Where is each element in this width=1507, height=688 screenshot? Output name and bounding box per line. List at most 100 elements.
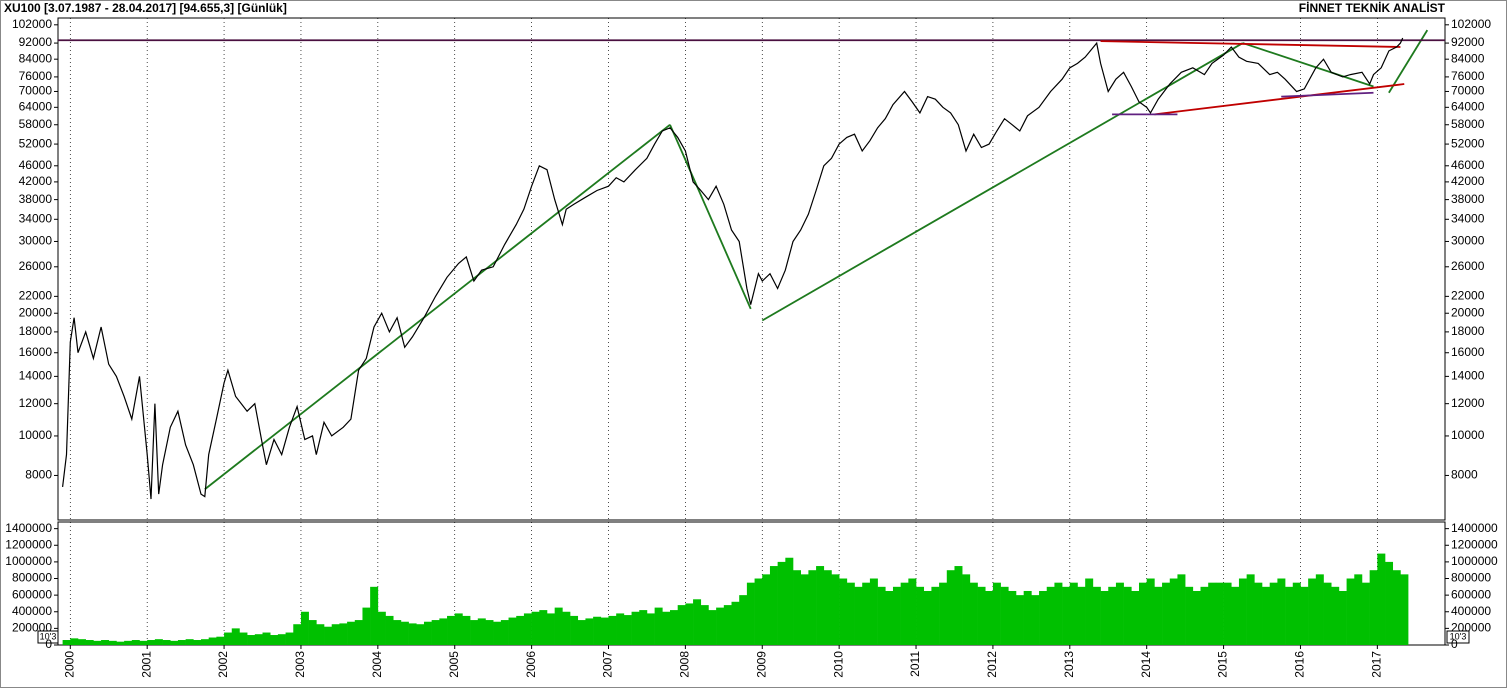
- volume-bar: [646, 613, 655, 645]
- volume-bar: [1315, 574, 1324, 645]
- volume-bar: [862, 582, 871, 645]
- trend-line: [1100, 40, 1401, 48]
- volume-bar: [1138, 582, 1147, 645]
- trend-line: [204, 124, 671, 490]
- volume-bar: [1215, 582, 1224, 645]
- volume-bar: [508, 617, 517, 645]
- volume-bar: [1254, 582, 1263, 645]
- volume-bar: [208, 637, 217, 645]
- volume-bar: [877, 586, 886, 645]
- volume-bar: [254, 634, 263, 645]
- volume-bar: [869, 578, 878, 645]
- y-tick-label: 42000: [19, 174, 53, 188]
- volume-bar: [562, 611, 571, 645]
- volume-bar: [670, 610, 678, 645]
- volume-bar: [447, 615, 456, 645]
- y-tick-label: 34000: [1451, 211, 1485, 225]
- volume-bar: [300, 611, 309, 645]
- volume-bar: [154, 639, 163, 645]
- x-tick-label: 2017: [1370, 651, 1384, 678]
- volume-bar: [623, 615, 632, 645]
- volume-bar: [892, 586, 901, 645]
- volume-tick-label: 1200000: [1451, 537, 1498, 551]
- volume-bar: [370, 586, 379, 645]
- volume-bar: [1223, 582, 1232, 645]
- volume-bar: [639, 610, 648, 645]
- x-tick-label: 2004: [370, 651, 384, 678]
- volume-tick-label: 0: [45, 637, 52, 651]
- volume-bar: [985, 590, 994, 645]
- volume-bar: [193, 640, 202, 645]
- volume-bar: [124, 640, 133, 645]
- volume-bar: [962, 574, 971, 645]
- volume-bar: [546, 613, 555, 645]
- volume-bar: [708, 610, 717, 645]
- volume-bar: [923, 590, 932, 645]
- y-tick-label: 14000: [1451, 369, 1485, 383]
- volume-tick-label: 200000: [1451, 621, 1491, 635]
- volume-tick-label: 800000: [12, 571, 52, 585]
- volume-bar: [1277, 578, 1286, 645]
- volume-bar: [1115, 582, 1124, 645]
- volume-bar: [385, 615, 394, 645]
- volume-bar: [754, 578, 763, 645]
- volume-bar: [347, 621, 356, 645]
- x-tick-label: 2008: [678, 651, 692, 678]
- volume-bar: [354, 620, 363, 645]
- volume-bar: [916, 586, 925, 645]
- y-tick-label: 20000: [1451, 305, 1485, 319]
- volume-bar: [600, 617, 609, 645]
- volume-bar: [1077, 586, 1086, 645]
- x-tick-label: 2010: [831, 651, 845, 678]
- volume-bar: [1185, 586, 1194, 645]
- volume-bar: [485, 620, 494, 645]
- x-tick-label: 2015: [1216, 651, 1230, 678]
- volume-bar: [1054, 582, 1063, 645]
- y-tick-label: 16000: [1451, 345, 1485, 359]
- unit-box: [1446, 630, 1470, 644]
- volume-bar: [362, 607, 371, 645]
- x-tick-label: 2005: [447, 651, 461, 678]
- volume-bar: [1123, 586, 1132, 645]
- volume-bar: [1015, 595, 1024, 645]
- y-tick-label: 46000: [1451, 158, 1485, 172]
- volume-bar: [531, 611, 540, 645]
- x-tick-label: 2007: [601, 651, 615, 678]
- volume-bar: [331, 624, 340, 645]
- volume-bar: [85, 640, 94, 645]
- volume-bar: [1361, 582, 1370, 645]
- volume-bar: [1177, 574, 1186, 645]
- volume-bar: [785, 557, 794, 645]
- volume-bar: [885, 590, 894, 645]
- volume-bar: [723, 605, 732, 645]
- volume-bar: [577, 620, 586, 645]
- volume-tick-label: 600000: [1451, 587, 1491, 601]
- volume-bar: [716, 607, 725, 645]
- y-tick-label: 42000: [1451, 174, 1485, 188]
- x-tick-label: 2013: [1062, 651, 1076, 678]
- volume-bar: [1231, 586, 1240, 645]
- volume-bar: [739, 595, 748, 645]
- volume-bar: [593, 616, 602, 645]
- volume-tick-label: 400000: [12, 604, 52, 618]
- volume-bar: [1108, 586, 1117, 645]
- y-tick-label: 38000: [19, 192, 53, 206]
- volume-bar: [1092, 586, 1101, 645]
- volume-bar: [777, 561, 786, 645]
- x-tick-label: 2011: [908, 651, 922, 677]
- volume-tick-label: 400000: [1451, 604, 1491, 618]
- volume-bar: [931, 586, 940, 645]
- volume-bar: [1169, 578, 1178, 645]
- volume-bar: [77, 639, 86, 645]
- volume-bar: [846, 582, 855, 645]
- volume-bar: [616, 613, 625, 645]
- y-tick-label: 14000: [19, 369, 53, 383]
- volume-unit-label: 10'3: [1450, 631, 1467, 641]
- volume-bar: [108, 640, 117, 645]
- volume-bar: [1308, 578, 1317, 645]
- x-tick-label: 2001: [139, 651, 153, 678]
- volume-bar: [977, 586, 986, 645]
- volume-bar: [224, 632, 233, 645]
- volume-bar: [1031, 595, 1040, 645]
